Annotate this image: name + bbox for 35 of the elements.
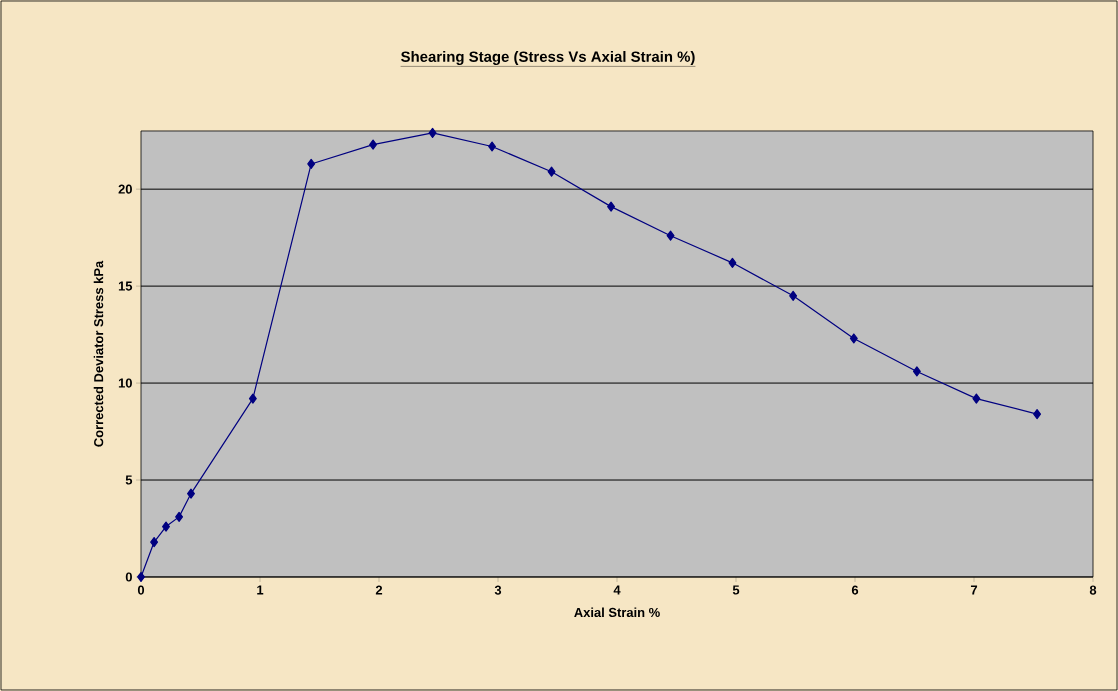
point [912,366,921,377]
point [789,290,798,301]
x-tick-label: 3 [494,585,502,595]
point [369,139,378,150]
y-tick-label: 5 [125,475,133,485]
point [187,488,195,499]
y-tick-label: 20 [118,184,132,194]
point [849,333,858,344]
point [1033,409,1042,420]
y-tick-label: 15 [118,281,133,291]
x-tick-label: 7 [970,585,978,595]
x-tick-label: 0 [137,585,145,595]
point [488,141,497,152]
chart-title: Shearing Stage (Stress Vs Axial Strain %) [401,51,695,65]
x-tick-label: 8 [1089,585,1097,595]
x-tick-label: 5 [732,585,740,595]
point [728,257,737,268]
point [972,393,981,404]
point [666,230,675,241]
x-axis-title: Axial Strain % [574,607,660,618]
point [248,393,257,404]
point [428,127,437,139]
x-tick-label: 4 [613,585,621,595]
point [175,511,184,522]
point [150,537,159,548]
point [547,166,556,177]
x-tick-label: 6 [851,585,859,595]
x-tick-label: 1 [257,585,264,595]
x-tick-label: 2 [375,585,383,595]
y-tick-label: 10 [118,378,132,388]
point [307,158,316,170]
y-tick-label: 0 [125,572,132,582]
point [607,201,616,212]
y-axis-title: Corrected Deviator Stress kPa [93,260,104,447]
point [162,521,170,532]
